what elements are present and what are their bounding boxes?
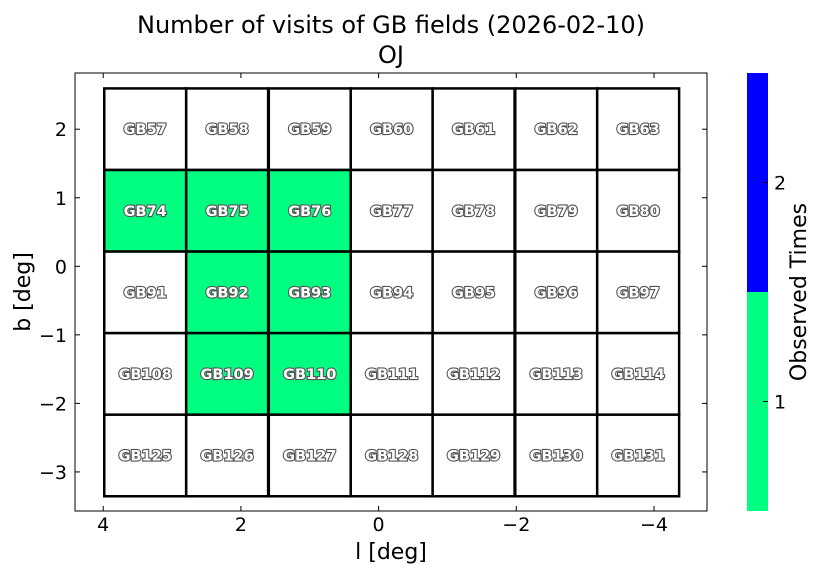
heatmap-cells: GB57 GB58 GB59 GB60 GB61 GB62 GB63 GB74 GB75 GB76… [103,87,681,498]
field-label-gb93: GB93 [288,285,331,301]
field-cell-gb57 [103,87,188,172]
x-tick-label: −4 [640,514,668,536]
field-label-gb57: GB57 [124,122,167,138]
field-label-gb109: GB109 [201,367,254,383]
field-label-gb80: GB80 [617,204,660,220]
field-cell-gb92 [184,250,270,335]
field-cell-gb78 [431,168,516,253]
field-label-gb110: GB110 [283,367,336,383]
x-tick-label: −2 [502,514,530,536]
colorbar-segment-2 [747,73,768,292]
y-axis-label: b [deg] [11,252,36,332]
field-label-gb95: GB95 [452,285,495,301]
field-cell-gb130 [514,413,599,498]
field-cell-gb95 [431,250,516,335]
field-label-gb63: GB63 [617,122,660,138]
colorbar: 12 [747,73,786,511]
field-label-gb79: GB79 [535,204,578,220]
field-label-gb78: GB78 [452,204,495,220]
y-tick-label: 1 [55,188,67,210]
plot-frame [74,72,708,512]
field-label-gb114: GB114 [612,367,665,383]
field-label-gb94: GB94 [370,285,413,301]
field-label-gb74: GB74 [124,204,167,220]
field-label-gb60: GB60 [370,122,413,138]
field-label-gb126: GB126 [201,448,254,464]
field-label-gb129: GB129 [447,448,500,464]
field-label-gb91: GB91 [124,285,167,301]
field-label-gb130: GB130 [530,448,583,464]
y-tick-label: 2 [55,119,67,141]
y-tick-label: −1 [39,325,67,347]
y-axis-ticks: 2 1 0 −1 −2 −3 [39,119,707,484]
field-cell-gb109 [184,331,270,416]
field-label-gb111: GB111 [365,367,418,383]
field-cell-gb58 [184,87,270,172]
chart-title: Number of visits of GB fields (2026-02-1… [137,11,645,39]
field-label-gb112: GB112 [447,367,500,383]
field-cell-gb131 [595,413,681,498]
field-label-gb113: GB113 [530,367,583,383]
y-tick-label: 0 [55,256,67,278]
chart-subtitle: OJ [378,41,404,69]
field-label-gb58: GB58 [206,122,249,138]
field-label-gb59: GB59 [288,122,331,138]
field-cell-gb108 [103,331,188,416]
x-tick-label: 2 [235,514,247,536]
colorbar-tick-label: 2 [774,173,786,195]
field-cell-gb80 [595,168,681,253]
field-cell-gb97 [595,250,681,335]
x-axis-label: l [deg] [355,540,427,565]
field-cell-gb74 [103,168,188,253]
x-axis-ticks: 4 2 0 −2 −4 [97,73,668,536]
field-cell-gb113 [514,331,599,416]
colorbar-segment-1 [747,292,768,511]
field-label-gb92: GB92 [206,285,249,301]
x-tick-label: 0 [373,514,385,536]
field-label-gb127: GB127 [283,448,336,464]
y-tick-label: −3 [39,462,67,484]
field-cell-gb127 [267,413,352,498]
field-cell-gb62 [514,87,599,172]
field-label-gb108: GB108 [119,367,172,383]
field-cell-gb125 [103,413,188,498]
field-label-gb62: GB62 [535,122,578,138]
colorbar-label: Observed Times [787,203,812,381]
y-tick-label: −2 [39,393,67,415]
field-label-gb76: GB76 [288,204,331,220]
colorbar-tick-label: 1 [774,392,786,414]
field-label-gb77: GB77 [370,204,413,220]
field-cell-gb93 [267,250,352,335]
field-label-gb96: GB96 [535,285,578,301]
field-cell-gb96 [514,250,599,335]
field-label-gb75: GB75 [206,204,249,220]
field-label-gb125: GB125 [119,448,172,464]
field-label-gb131: GB131 [612,448,665,464]
field-label-gb61: GB61 [452,122,495,138]
field-label-gb128: GB128 [365,448,418,464]
x-tick-label: 4 [97,514,109,536]
field-cell-gb76 [267,168,352,253]
field-label-gb97: GB97 [617,285,660,301]
